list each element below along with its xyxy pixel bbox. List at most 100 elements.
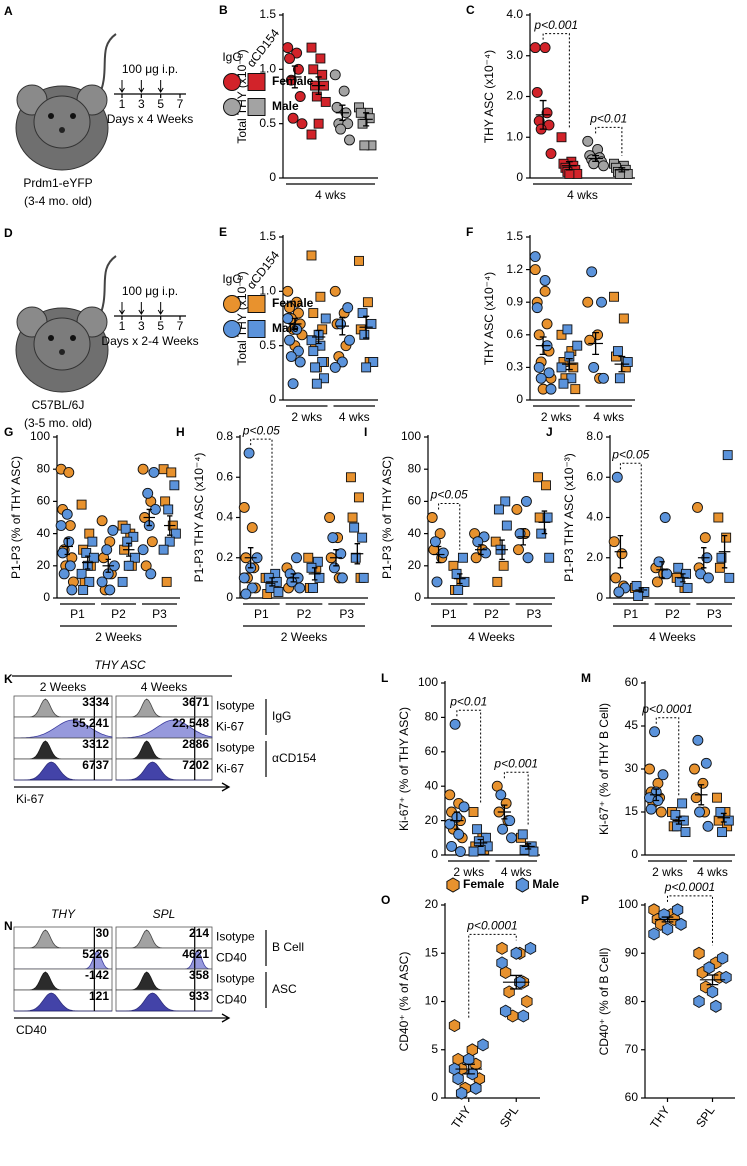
data-point	[545, 148, 557, 160]
data-point	[361, 362, 372, 373]
data-point	[531, 302, 543, 314]
data-point	[611, 471, 623, 483]
legend-circle	[223, 295, 241, 313]
data-point	[644, 763, 655, 775]
panel-letter: L	[381, 671, 388, 685]
y-axis-label: P1-P3 THY ASC (x10⁻⁴)	[192, 453, 206, 583]
mfi-value: 30	[96, 926, 110, 940]
histogram	[14, 992, 112, 1012]
data-point	[610, 572, 622, 584]
data-point	[142, 487, 154, 499]
data-point	[294, 582, 306, 594]
data-point	[314, 572, 325, 583]
y-tick-label: 2.0	[586, 550, 603, 564]
data-point	[499, 965, 512, 980]
data-point	[556, 329, 567, 340]
data-point	[457, 552, 468, 563]
data-point	[470, 1081, 482, 1095]
error-bar	[126, 542, 132, 557]
y-tick-label: 60	[625, 675, 639, 689]
group-label: 4 Weeks	[649, 630, 695, 644]
y-tick-label: 8.0	[586, 429, 603, 443]
data-point	[120, 523, 131, 534]
data-point	[517, 829, 528, 840]
y-tick-label: 0.8	[216, 429, 233, 443]
data-point	[721, 532, 732, 543]
data-point	[612, 346, 623, 357]
data-point	[586, 266, 598, 278]
data-point	[453, 585, 464, 595]
legend-square	[247, 73, 266, 91]
p-value: p<0.0001	[664, 880, 715, 894]
data-point	[528, 846, 539, 857]
data-point	[317, 357, 328, 367]
error-bar	[653, 788, 660, 802]
data-point	[335, 123, 347, 135]
subgroup-label: P3	[152, 607, 167, 621]
data-point	[455, 1086, 468, 1100]
data-point	[702, 572, 714, 584]
data-point	[700, 757, 712, 769]
data-point	[715, 807, 726, 817]
y-tick-label: 0	[414, 590, 421, 604]
data-point	[716, 951, 729, 965]
data-point	[123, 560, 134, 571]
axis-label: CD40	[16, 1023, 47, 1037]
error-bar	[354, 543, 361, 565]
data-point	[572, 340, 583, 351]
y-tick-label: 0.9	[506, 294, 523, 308]
data-point	[308, 64, 319, 75]
histogram	[116, 761, 212, 781]
subgroup-label: P1	[70, 607, 85, 621]
data-point	[312, 556, 323, 567]
y-tick-label: 0	[516, 392, 523, 406]
data-point	[722, 450, 733, 461]
subgroup-label: P3	[707, 607, 722, 621]
data-point	[539, 285, 551, 297]
y-axis-label: Total THY (x10⁻⁸)	[235, 271, 249, 365]
y-tick-label: 15	[425, 945, 439, 959]
y-tick-label: 1.0	[506, 129, 523, 143]
y-tick-label: 40	[425, 778, 439, 792]
data-point	[169, 480, 180, 491]
legend-circle	[223, 98, 241, 116]
day-label: 3	[138, 97, 145, 111]
data-point	[503, 985, 515, 999]
day-label: 5	[157, 319, 164, 333]
y-tick-label: 0.6	[216, 469, 233, 483]
data-point	[87, 536, 98, 547]
data-point	[670, 809, 681, 820]
data-point	[511, 504, 523, 515]
y-tick-label: 80	[408, 461, 422, 475]
day-label: 5	[157, 97, 164, 111]
injection-arrow	[138, 302, 145, 315]
row-label: Isotype	[216, 699, 255, 713]
data-point	[598, 372, 609, 384]
column-header: SPL	[153, 907, 176, 921]
error-bar	[525, 843, 532, 850]
data-point	[311, 91, 322, 102]
panel-letter: J	[546, 425, 553, 439]
error-bar	[311, 567, 318, 581]
data-point	[294, 91, 306, 102]
y-axis-label: P1-P3 THY ASC (x10⁻³)	[562, 453, 576, 582]
group-label: ASC	[272, 982, 297, 996]
y-axis-label: P1-P3 (% of THY ASC)	[9, 456, 23, 579]
panel-letter: F	[466, 225, 473, 239]
data-point	[497, 823, 509, 835]
error-bar	[247, 547, 254, 569]
subgroup-label: P3	[526, 607, 541, 621]
y-tick-label: 0.5	[259, 116, 276, 130]
mfi-value: 214	[189, 926, 209, 940]
p-value: p<0.0001	[466, 919, 517, 933]
data-point	[88, 552, 99, 563]
data-point	[477, 1038, 489, 1052]
data-point	[496, 956, 508, 970]
data-point	[306, 335, 317, 346]
y-tick-label: 0	[43, 590, 50, 604]
data-point	[492, 576, 503, 587]
group-label: 4 wks	[697, 865, 728, 879]
panel-letter: H	[176, 425, 185, 439]
data-point	[101, 544, 113, 556]
